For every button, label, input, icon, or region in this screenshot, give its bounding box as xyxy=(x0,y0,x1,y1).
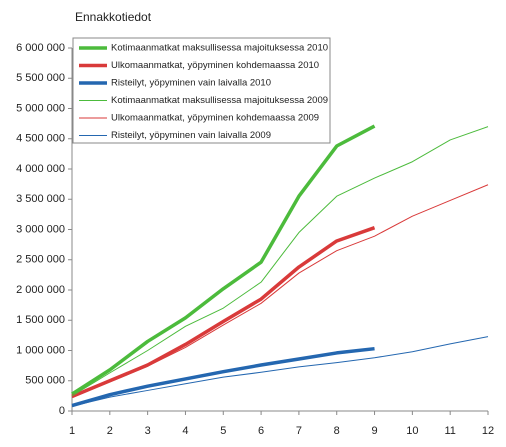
x-tick-label: 9 xyxy=(371,425,377,437)
legend-label: Risteilyt, yöpyminen vain laivalla 2009 xyxy=(111,130,271,141)
legend-label: Kotimaanmatkat maksullisessa majoitukses… xyxy=(111,95,328,106)
x-tick-label: 7 xyxy=(296,425,302,437)
y-tick-label: 0 xyxy=(59,405,65,417)
y-tick-label: 2 000 000 xyxy=(16,284,65,296)
y-tick-label: 6 000 000 xyxy=(16,42,65,54)
series-line xyxy=(71,126,489,397)
series-line xyxy=(71,336,489,407)
x-tick-label: 5 xyxy=(220,425,226,437)
series-line xyxy=(71,226,376,399)
x-tick-label: 8 xyxy=(334,425,340,437)
y-tick-label: 5 500 000 xyxy=(16,72,65,84)
series-line xyxy=(71,124,376,396)
legend-label: Kotimaanmatkat maksullisessa majoitukses… xyxy=(111,43,328,54)
y-tick-label: 1 000 000 xyxy=(16,344,65,356)
x-tick-label: 10 xyxy=(406,425,418,437)
x-tick-label: 4 xyxy=(182,425,188,437)
x-tick-label: 2 xyxy=(107,425,113,437)
y-tick-label: 4 000 000 xyxy=(16,163,65,175)
legend-box xyxy=(72,37,331,144)
y-tick-label: 3 500 000 xyxy=(16,193,65,205)
x-tick-label: 6 xyxy=(258,425,264,437)
chart-title: Ennakkotiedot xyxy=(75,10,152,24)
series-line xyxy=(71,184,489,398)
y-tick-label: 3 000 000 xyxy=(16,223,65,235)
y-tick-label: 1 500 000 xyxy=(16,314,65,326)
y-tick-label: 500 000 xyxy=(25,375,65,387)
series-line xyxy=(71,346,375,408)
legend-label: Ulkomaanmatkat, yöpyminen kohdemaassa 20… xyxy=(111,60,319,71)
y-tick-label: 2 500 000 xyxy=(16,254,65,266)
x-tick-label: 12 xyxy=(482,425,494,437)
y-tick-label: 4 500 000 xyxy=(16,133,65,145)
y-tick-label: 5 000 000 xyxy=(16,102,65,114)
x-tick-label: 1 xyxy=(69,425,75,437)
legend-label: Ulkomaanmatkat, yöpyminen kohdemaassa 20… xyxy=(111,113,319,124)
legend-label: Risteilyt, yöpyminen vain laivalla 2010 xyxy=(111,78,271,89)
x-tick-label: 3 xyxy=(145,425,151,437)
x-tick-label: 11 xyxy=(444,425,455,437)
